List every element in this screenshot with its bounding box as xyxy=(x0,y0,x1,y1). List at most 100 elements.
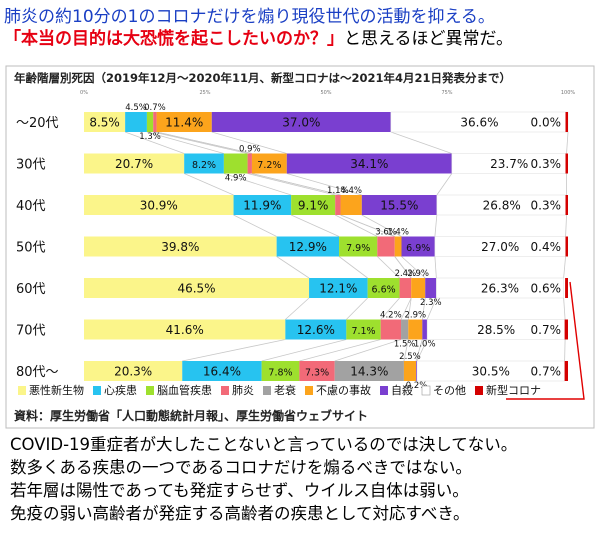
bar-segment xyxy=(403,361,417,381)
connector-line xyxy=(403,339,409,362)
legend-label: その他 xyxy=(433,384,466,397)
value-label: 0.6% xyxy=(531,282,562,296)
connector-line xyxy=(184,173,234,196)
connector-line xyxy=(211,131,287,154)
value-label: 9.1% xyxy=(298,199,329,213)
value-label: 8.2% xyxy=(192,160,216,171)
age-group-labels: 〜20代 30代 40代 50代 60代 70代 80代〜 xyxy=(16,116,59,380)
value-label: 28.5% xyxy=(477,323,515,337)
age-group-label: 80代〜 xyxy=(16,365,59,380)
connector-line xyxy=(247,173,336,196)
connector-line xyxy=(290,214,340,237)
bar-segment xyxy=(340,195,362,215)
chart-legend: 悪性新生物 心疾患 脳血管疾患 肺炎 老衰 不慮の事故 自殺 その他 新型コロナ xyxy=(18,383,541,397)
bar-segment xyxy=(334,361,404,381)
connector-line xyxy=(434,214,438,237)
headline-question: 「本当の目的は大恐慌を起こしたいのか？」 xyxy=(4,29,344,49)
value-label: 0.7% xyxy=(144,103,166,113)
value-label: 12.9% xyxy=(289,240,327,254)
bar-segment xyxy=(361,195,437,215)
bar-segment xyxy=(211,112,391,132)
value-label: 4.2% xyxy=(380,311,402,321)
bar-segment xyxy=(125,112,147,132)
bar-segment xyxy=(401,236,435,257)
age-group-label: 40代 xyxy=(16,199,46,214)
value-label: 6.6% xyxy=(372,285,396,296)
bar-segment xyxy=(422,319,428,340)
value-labels: 8.5% 4.5% 1.3% 0.7% 11.4% 37.0% 36.6% 0.0% 20.7%… xyxy=(89,103,561,391)
age-group-label: 50代 xyxy=(16,241,46,256)
value-label: 37.0% xyxy=(282,116,320,130)
bar-segment xyxy=(84,319,286,340)
connector-line xyxy=(299,339,381,362)
value-label: 4.4% xyxy=(340,186,362,196)
value-label: 27.0% xyxy=(481,240,519,254)
bar-segment xyxy=(84,361,183,381)
bar-segment-covid xyxy=(565,236,568,257)
segment-connectors xyxy=(125,131,569,362)
value-label: 11.4% xyxy=(165,116,203,130)
connector-line xyxy=(416,339,428,362)
bar-segment xyxy=(339,236,378,257)
value-label: 12.1% xyxy=(319,282,357,296)
bar-segment-covid xyxy=(565,195,568,215)
legend-swatch xyxy=(93,386,101,395)
bar-segment xyxy=(261,361,300,381)
connector-line xyxy=(400,297,412,320)
value-label: 26.8% xyxy=(483,199,521,213)
value-label: 0.7% xyxy=(531,323,562,337)
bar-segment xyxy=(251,153,287,174)
connector-line xyxy=(334,339,402,362)
bar-segment xyxy=(367,278,400,298)
legend-label: 自殺 xyxy=(391,383,413,397)
bar-segment-covid xyxy=(565,112,568,132)
bar-segment-covid xyxy=(565,153,568,174)
legend-swatch xyxy=(421,385,431,396)
bar-segment xyxy=(346,319,381,340)
legend-label: 心疾患 xyxy=(104,383,137,397)
legend-label: 老衰 xyxy=(274,383,296,397)
footer-line-3: 若年層は陽性であっても発症すらせず、ウイルス自体は弱い。 xyxy=(10,481,469,500)
value-label: 0.2% xyxy=(406,381,428,391)
value-label: 2.3% xyxy=(420,298,442,308)
connector-line xyxy=(380,297,400,320)
x-tick-label: 25% xyxy=(199,90,210,96)
connector-line xyxy=(156,131,253,154)
connector-line xyxy=(286,173,362,196)
age-group-label: 70代 xyxy=(16,324,46,339)
bar-segment xyxy=(184,153,224,174)
bar-segment xyxy=(408,319,423,340)
connector-line xyxy=(125,131,185,154)
legend-swatch xyxy=(263,386,271,395)
value-label: 36.6% xyxy=(460,116,498,130)
connector-line xyxy=(276,256,310,279)
bar-segment xyxy=(425,278,437,298)
value-label: 2.5% xyxy=(399,352,421,362)
value-label: 7.2% xyxy=(257,160,281,171)
bar-segment xyxy=(285,319,347,340)
value-label: 30.9% xyxy=(140,199,178,213)
value-label: 12.6% xyxy=(297,323,335,337)
x-tick-label: 0% xyxy=(80,90,88,96)
bar-segment xyxy=(377,236,395,257)
value-label: 1.4% xyxy=(387,228,409,238)
connector-line xyxy=(565,214,567,237)
connector-line xyxy=(233,214,277,237)
legend-swatch xyxy=(305,386,313,395)
headline-line-1: 肺炎の約10分の1のコロナだけを煽り現役世代の活動を抑える。 xyxy=(4,7,495,27)
x-tick-label: 75% xyxy=(441,90,452,96)
age-group-label: 〜20代 xyxy=(16,116,59,131)
bar-segment xyxy=(84,112,126,132)
headline-remark: と思えるほど異常だ。 xyxy=(344,29,513,49)
bar-segment xyxy=(335,195,341,215)
bar-segment-covid xyxy=(564,319,568,340)
value-label: 0.4% xyxy=(531,240,562,254)
age-group-label: 30代 xyxy=(16,158,46,173)
connector-line xyxy=(421,297,426,320)
footer-line-1: COVID-19重症者が大したことないと言っているのでは決してない。 xyxy=(10,435,518,454)
cause-of-death-chart: 年齢階層別死因（2019年12月〜2020年11月、新型コロナは〜2021年4月… xyxy=(5,65,595,429)
covid-callout xyxy=(506,281,585,400)
value-label: 2.9% xyxy=(407,269,429,279)
bar-segment xyxy=(286,153,452,174)
legend-swatch xyxy=(221,386,229,395)
